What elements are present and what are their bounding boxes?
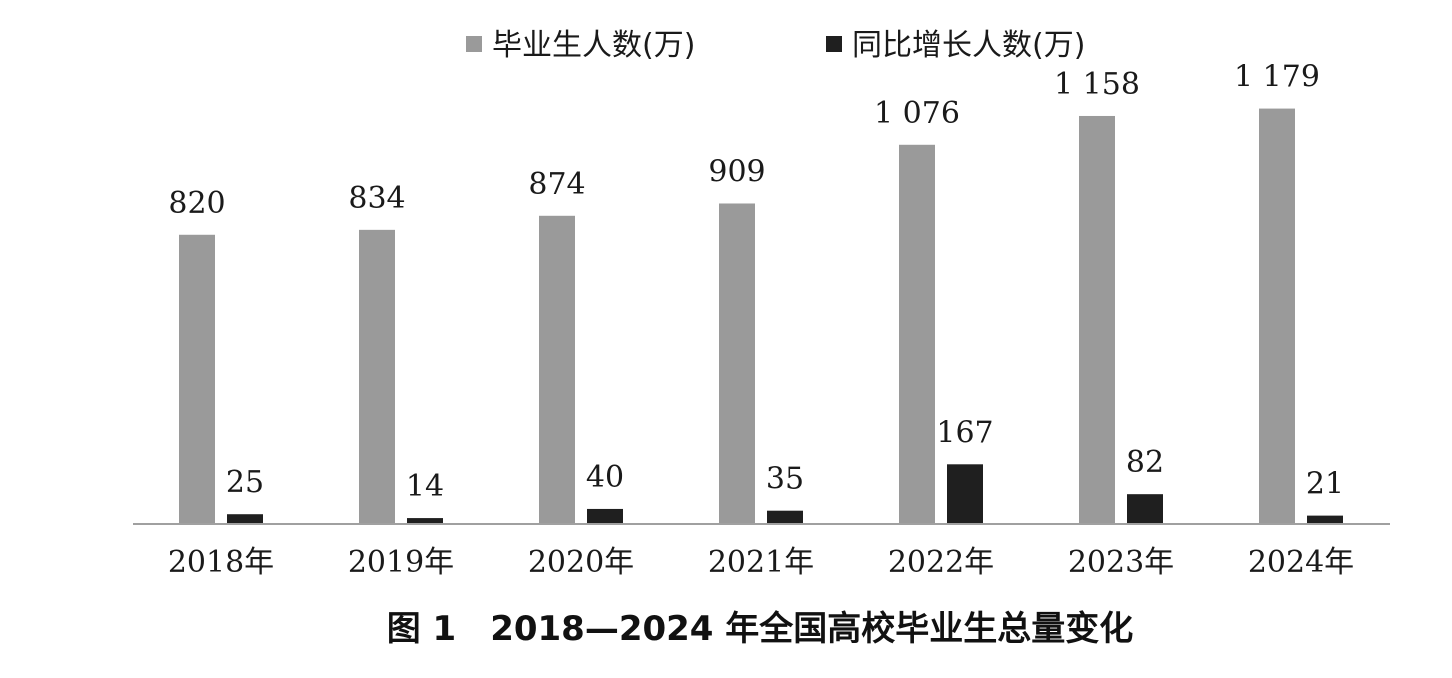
value-label-graduates-2018年: 820 (168, 186, 225, 221)
bar-graduates-2022年 (899, 144, 935, 523)
value-label-graduates-2023年: 1 158 (1054, 67, 1140, 102)
x-tick-label: 2022年 (888, 545, 994, 580)
value-label-growth-2024年: 21 (1306, 467, 1344, 502)
legend-label-growth: 同比增长人数(万) (852, 28, 1085, 63)
bar-growth-2023年 (1127, 494, 1163, 523)
x-tick-label: 2020年 (528, 545, 634, 580)
value-label-graduates-2020年: 874 (528, 167, 585, 202)
value-label-growth-2023年: 82 (1126, 445, 1164, 480)
x-tick-label: 2019年 (348, 545, 454, 580)
bar-growth-2024年 (1307, 515, 1343, 523)
x-tick-label: 2021年 (708, 545, 814, 580)
value-label-growth-2018年: 25 (226, 465, 264, 500)
bar-growth-2021年 (767, 510, 803, 523)
legend: 毕业生人数(万) 同比增长人数(万) (466, 28, 1085, 63)
value-label-graduates-2022年: 1 076 (874, 96, 960, 131)
bar-growth-2022年 (947, 464, 983, 523)
legend-swatch-growth (826, 36, 842, 52)
legend-swatch-graduates (466, 36, 482, 52)
x-tick-label: 2023年 (1068, 545, 1174, 580)
value-labels-group: 820 25 834 14 874 40 909 35 1 076 167 1 158 82 1 179… (168, 60, 1344, 504)
x-tick-label: 2018年 (168, 545, 274, 580)
bar-growth-2018年 (227, 514, 263, 523)
value-label-growth-2020年: 40 (586, 460, 624, 495)
bars-group (179, 108, 1343, 524)
legend-label-graduates: 毕业生人数(万) (492, 28, 695, 63)
bar-graduates-2021年 (719, 203, 755, 523)
bar-graduates-2019年 (359, 229, 395, 523)
value-label-graduates-2019年: 834 (348, 181, 405, 216)
value-label-graduates-2024年: 1 179 (1234, 60, 1320, 95)
x-tick-label: 2024年 (1248, 545, 1354, 580)
value-label-growth-2019年: 14 (406, 469, 444, 504)
bar-growth-2020年 (587, 508, 623, 523)
x-tick-labels-group: 2018年 2019年 2020年 2021年 2022年 2023年 2024年 (168, 545, 1354, 580)
bar-graduates-2020年 (539, 215, 575, 523)
bar-graduates-2018年 (179, 234, 215, 523)
bar-graduates-2024年 (1259, 108, 1295, 524)
bar-graduates-2023年 (1079, 115, 1115, 523)
value-label-graduates-2021年: 909 (708, 154, 765, 189)
bar-growth-2019年 (407, 518, 443, 523)
value-label-growth-2022年: 167 (936, 415, 993, 450)
figure-caption: 图 1 2018—2024 年全国高校毕业生总量变化 (387, 609, 1134, 649)
value-label-growth-2021年: 35 (766, 462, 804, 497)
